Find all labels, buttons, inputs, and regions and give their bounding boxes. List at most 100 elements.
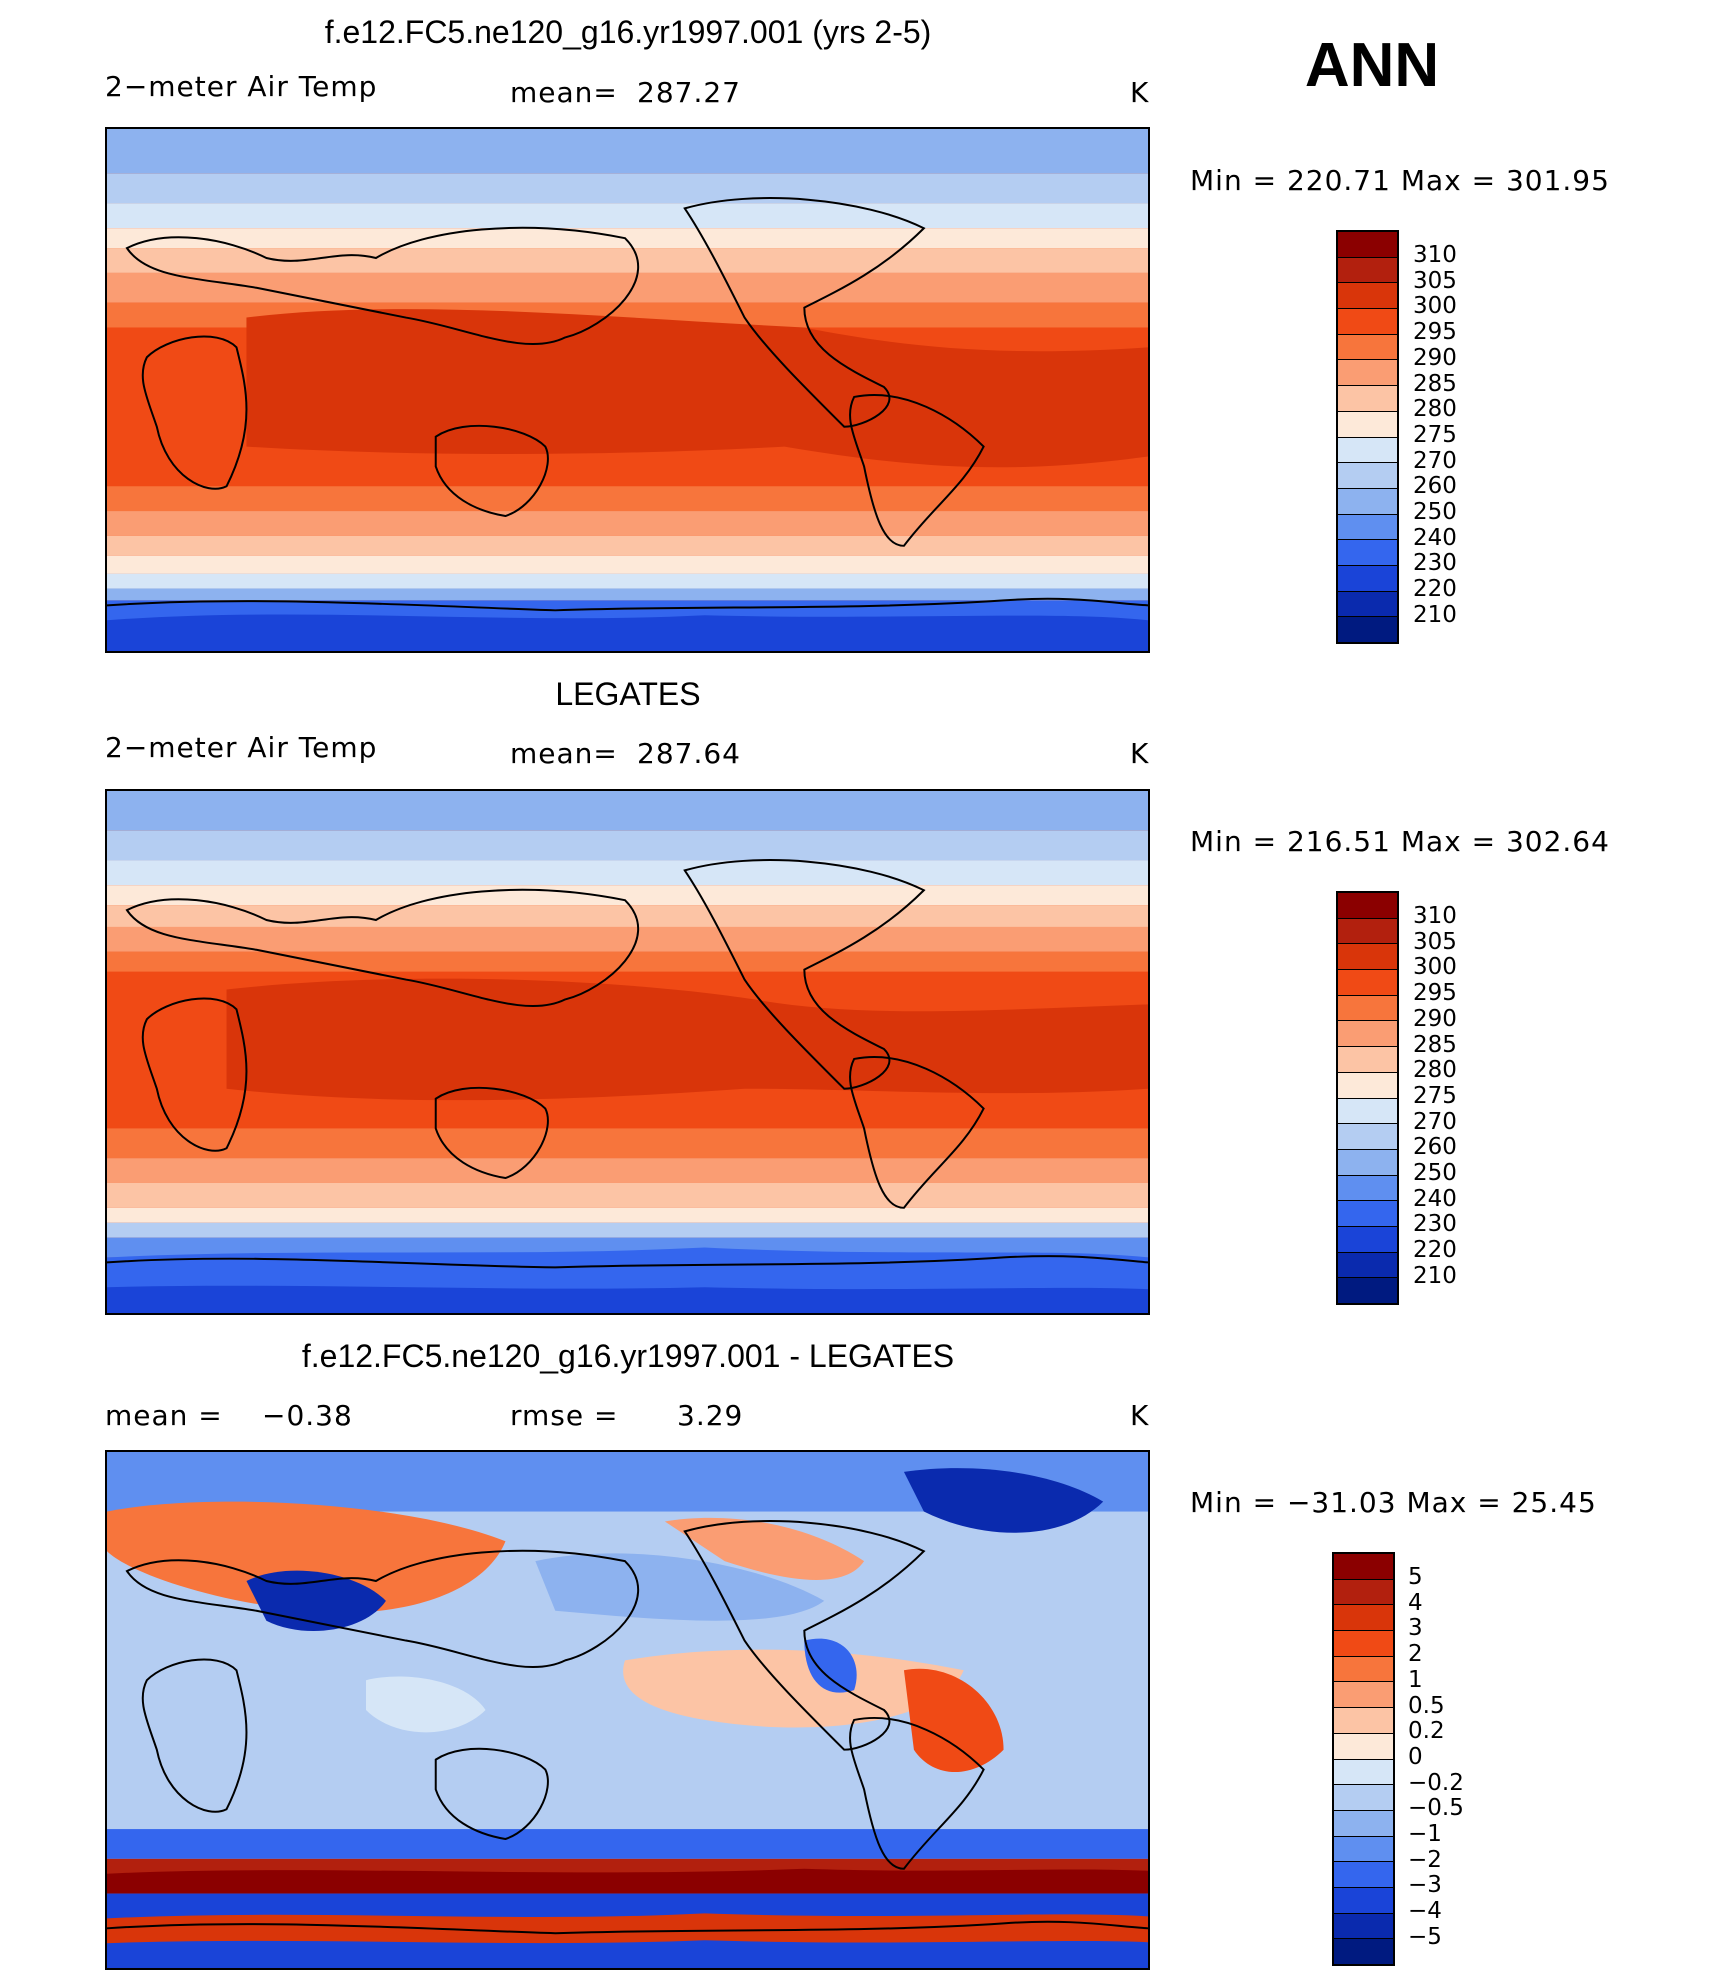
colorbar-swatch bbox=[1338, 488, 1397, 515]
colorbar-tick-label: 5 bbox=[1408, 1564, 1423, 1590]
colorbar-tick-label: 240 bbox=[1413, 524, 1457, 551]
colorbar-swatch bbox=[1338, 283, 1397, 310]
colorbar-swatch bbox=[1338, 1226, 1397, 1253]
colorbar-tick-label: 290 bbox=[1413, 344, 1457, 371]
colorbar-tick-label: 290 bbox=[1413, 1005, 1457, 1032]
colorbar-tick-label: 305 bbox=[1413, 928, 1457, 955]
panel-2-mean-value: 287.64 bbox=[637, 737, 741, 770]
colorbar-tick-label: 1 bbox=[1408, 1666, 1423, 1693]
colorbar-tick-label: −3 bbox=[1408, 1872, 1442, 1899]
colorbar-swatch bbox=[1338, 944, 1397, 971]
colorbar-swatch bbox=[1338, 1175, 1397, 1202]
colorbar-swatch bbox=[1334, 1605, 1393, 1632]
colorbar-swatch bbox=[1334, 1733, 1393, 1760]
panel-1-colorbar bbox=[1336, 230, 1399, 644]
panel-2-units: K bbox=[1130, 737, 1150, 770]
colorbar-swatch bbox=[1334, 1631, 1393, 1657]
colorbar-tick-label: 250 bbox=[1413, 499, 1457, 526]
colorbar-tick-label: 210 bbox=[1413, 1262, 1457, 1289]
colorbar-swatch bbox=[1338, 334, 1397, 361]
colorbar-tick-label: 260 bbox=[1413, 1134, 1457, 1161]
colorbar-tick-label: 0 bbox=[1408, 1743, 1423, 1770]
panel-2-map bbox=[105, 789, 1150, 1315]
panel-2-title: LEGATES bbox=[555, 676, 701, 712]
colorbar-swatch bbox=[1338, 1098, 1397, 1125]
colorbar-tick-label: 210 bbox=[1413, 601, 1457, 628]
colorbar-tick-label: 0.5 bbox=[1408, 1692, 1445, 1719]
colorbar-swatch bbox=[1334, 1785, 1393, 1811]
panel-3-mean-label: mean = bbox=[105, 1399, 223, 1432]
panel-1-map bbox=[105, 127, 1150, 653]
panel-2-minmax: Min = 216.51 Max = 302.64 bbox=[1190, 825, 1610, 858]
colorbar-swatch bbox=[1338, 1201, 1397, 1227]
colorbar-tick-label: 4 bbox=[1408, 1589, 1423, 1616]
colorbar-swatch bbox=[1338, 970, 1397, 996]
colorbar-tick-label: 230 bbox=[1413, 1211, 1457, 1238]
panel-3-difference-field bbox=[107, 1452, 1148, 1968]
panel-3-map bbox=[105, 1450, 1150, 1970]
colorbar-swatch bbox=[1338, 1021, 1397, 1048]
colorbar-tick-label: 280 bbox=[1413, 1057, 1457, 1084]
colorbar-swatch bbox=[1334, 1913, 1393, 1940]
colorbar-swatch bbox=[1338, 1047, 1397, 1073]
colorbar-swatch bbox=[1338, 386, 1397, 412]
colorbar-swatch bbox=[1334, 1656, 1393, 1683]
colorbar-tick-label: 270 bbox=[1413, 1108, 1457, 1135]
season-label: ANN bbox=[1304, 31, 1440, 100]
colorbar-swatch bbox=[1338, 1149, 1397, 1176]
panel-2-mean-label: mean= bbox=[510, 737, 618, 770]
colorbar-swatch bbox=[1338, 995, 1397, 1022]
colorbar-tick-label: 285 bbox=[1413, 1031, 1457, 1058]
panel-1-minmax: Min = 220.71 Max = 301.95 bbox=[1190, 164, 1610, 197]
panel-3-title: f.e12.FC5.ne120_g16.yr1997.001 - LEGATES bbox=[301, 1338, 955, 1374]
panel-3-minmax: Min = −31.03 Max = 25.45 bbox=[1190, 1486, 1597, 1519]
colorbar-tick-label: 300 bbox=[1413, 293, 1457, 320]
panel-1-mean-label: mean= bbox=[510, 76, 618, 109]
panel-2-variable-label: 2−meter Air Temp bbox=[105, 731, 378, 764]
colorbar-tick-label: 310 bbox=[1413, 903, 1457, 929]
panel-1-colorbar-labels: 310 305 300 295 290 285 280 275 270 260 250 240 230 2… bbox=[1413, 242, 1457, 629]
panel-2-colorbar-labels: 310 305 300 295 290 285 280 275 270 260 250 240 230 2… bbox=[1413, 903, 1457, 1290]
colorbar-swatch bbox=[1338, 1278, 1397, 1303]
colorbar-swatch bbox=[1338, 257, 1397, 284]
colorbar-swatch bbox=[1334, 1887, 1393, 1914]
colorbar-tick-label: 280 bbox=[1413, 396, 1457, 423]
panel-1-temperature-field bbox=[107, 129, 1148, 651]
colorbar-swatch bbox=[1334, 1939, 1393, 1964]
colorbar-swatch bbox=[1338, 463, 1397, 489]
colorbar-tick-label: 310 bbox=[1413, 242, 1457, 268]
panel-1-title: f.e12.FC5.ne120_g16.yr1997.001 (yrs 2-5) bbox=[324, 14, 932, 50]
colorbar-swatch bbox=[1334, 1682, 1393, 1709]
colorbar-tick-label: −0.2 bbox=[1408, 1769, 1464, 1796]
colorbar-tick-label: 220 bbox=[1413, 1237, 1457, 1264]
colorbar-swatch bbox=[1338, 1072, 1397, 1099]
colorbar-swatch bbox=[1338, 591, 1397, 618]
colorbar-tick-label: 305 bbox=[1413, 267, 1457, 294]
colorbar-tick-label: 3 bbox=[1408, 1615, 1423, 1642]
colorbar-swatch bbox=[1334, 1708, 1393, 1734]
colorbar-swatch bbox=[1338, 411, 1397, 438]
colorbar-tick-label: 220 bbox=[1413, 576, 1457, 603]
colorbar-tick-label: 285 bbox=[1413, 370, 1457, 397]
colorbar-tick-label: 300 bbox=[1413, 954, 1457, 981]
colorbar-tick-label: 270 bbox=[1413, 447, 1457, 474]
colorbar-swatch bbox=[1338, 309, 1397, 335]
panel-3-mean-value: −0.38 bbox=[262, 1399, 353, 1432]
panel-3-colorbar-labels: 5 4 3 2 1 0.5 0.2 0 −0.2 −0.5 −1 −2 −3 −4 −5 bbox=[1408, 1564, 1464, 1951]
colorbar-swatch bbox=[1334, 1554, 1393, 1580]
panel-1-mean-value: 287.27 bbox=[637, 76, 741, 109]
colorbar-swatch bbox=[1338, 360, 1397, 387]
colorbar-swatch bbox=[1338, 540, 1397, 566]
colorbar-tick-label: 260 bbox=[1413, 473, 1457, 500]
colorbar-tick-label: −5 bbox=[1408, 1923, 1442, 1950]
colorbar-tick-label: −2 bbox=[1408, 1846, 1442, 1873]
colorbar-swatch bbox=[1334, 1862, 1393, 1888]
colorbar-swatch bbox=[1334, 1810, 1393, 1837]
colorbar-tick-label: 230 bbox=[1413, 550, 1457, 577]
colorbar-swatch bbox=[1334, 1579, 1393, 1606]
panel-2-temperature-field bbox=[107, 791, 1148, 1313]
panel-3-rmse-label: rmse = bbox=[510, 1399, 619, 1432]
colorbar-tick-label: 0.2 bbox=[1408, 1718, 1445, 1745]
colorbar-tick-label: −0.5 bbox=[1408, 1795, 1464, 1822]
panel-1-units: K bbox=[1130, 76, 1150, 109]
